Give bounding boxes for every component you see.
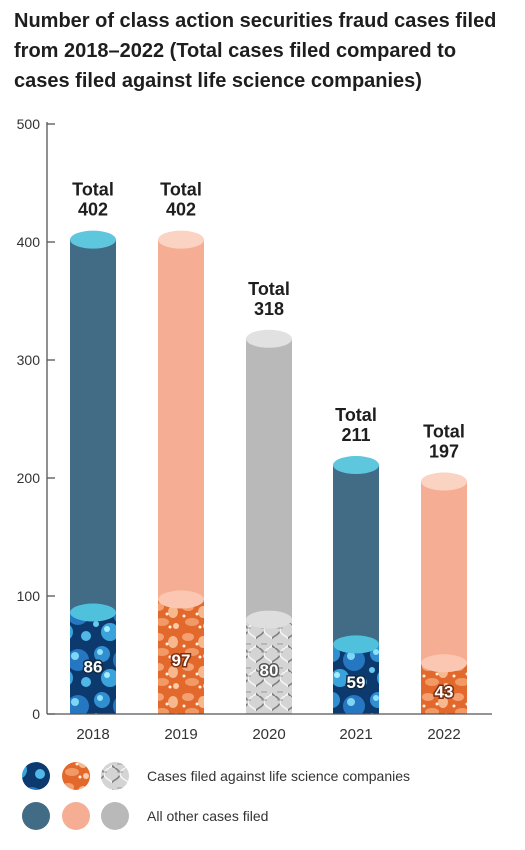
y-tick-label: 100 (17, 588, 41, 604)
life-science-value-2021: 59 (347, 673, 366, 692)
bar-other-2021 (333, 465, 379, 645)
legend: Cases filed against life science compani… (22, 762, 410, 830)
bar-life-science-2021 (333, 644, 379, 714)
x-axis: 2018 2019 2020 2021 2022 (47, 713, 492, 743)
bar-other-2018 (70, 239, 116, 613)
total-value-2021: 211 (341, 425, 370, 445)
total-value-2020: 318 (254, 299, 284, 319)
legend-swatch-life-science (22, 762, 50, 790)
legend-swatch-life-science (62, 762, 90, 790)
total-prefix-2022: Total (423, 422, 465, 442)
life-science-value-2019: 97 (172, 651, 191, 670)
bar-life-cap-2018 (70, 603, 116, 622)
legend-label-other: All other cases filed (147, 808, 268, 824)
bar-life-cap-2022 (421, 654, 467, 673)
legend-item-life-science: Cases filed against life science compani… (22, 762, 410, 790)
bar-other-2022 (421, 481, 467, 664)
bar-life-science-2019 (158, 599, 204, 714)
bar-life-cap-2020 (246, 610, 292, 629)
bar-life-science-2018 (70, 612, 116, 714)
y-tick-label: 200 (17, 470, 41, 486)
bars: Total40286Total40297Total31880Total21159… (70, 180, 467, 714)
x-tick-label-2019: 2019 (164, 726, 197, 743)
total-value-2022: 197 (429, 442, 459, 462)
total-prefix-2019: Total (160, 180, 202, 200)
bar-life-science-2020 (246, 619, 292, 714)
x-tick-label-2018: 2018 (76, 726, 109, 743)
legend-item-other: All other cases filed (22, 802, 268, 830)
y-tick-label: 400 (17, 234, 41, 250)
bar-top-cap-2019 (158, 230, 204, 249)
total-value-2019: 402 (166, 200, 196, 220)
total-prefix-2020: Total (248, 279, 290, 299)
life-science-value-2018: 86 (84, 657, 103, 676)
legend-swatch-other (22, 802, 50, 830)
chart-title: Number of class action securities fraud … (14, 10, 497, 92)
bar-other-2019 (158, 239, 204, 600)
bar-top-cap-2020 (246, 329, 292, 348)
total-prefix-2018: Total (72, 180, 114, 200)
legend-swatch-other (62, 802, 90, 830)
y-tick-label: 500 (17, 116, 41, 132)
legend-label-life-science: Cases filed against life science compani… (147, 768, 410, 784)
total-prefix-2021: Total (335, 405, 377, 425)
legend-swatch-life-science (101, 762, 129, 790)
bar-other-2020 (246, 338, 292, 620)
total-value-2018: 402 (78, 200, 108, 220)
bar-life-cap-2021 (333, 635, 379, 654)
bar-top-cap-2018 (70, 230, 116, 249)
legend-swatch-other (101, 802, 129, 830)
life-science-value-2022: 43 (435, 683, 454, 702)
x-tick-label-2022: 2022 (427, 726, 460, 743)
y-tick-label: 300 (17, 352, 41, 368)
bar-top-cap-2021 (333, 456, 379, 475)
life-science-value-2020: 80 (260, 661, 279, 680)
y-axis: 0 100 200 300 400 500 (17, 116, 55, 722)
x-tick-label-2020: 2020 (252, 726, 285, 743)
x-tick-label-2021: 2021 (339, 726, 372, 743)
bar-top-cap-2022 (421, 472, 467, 491)
y-tick-label: 0 (32, 706, 40, 722)
bar-life-cap-2019 (158, 590, 204, 609)
